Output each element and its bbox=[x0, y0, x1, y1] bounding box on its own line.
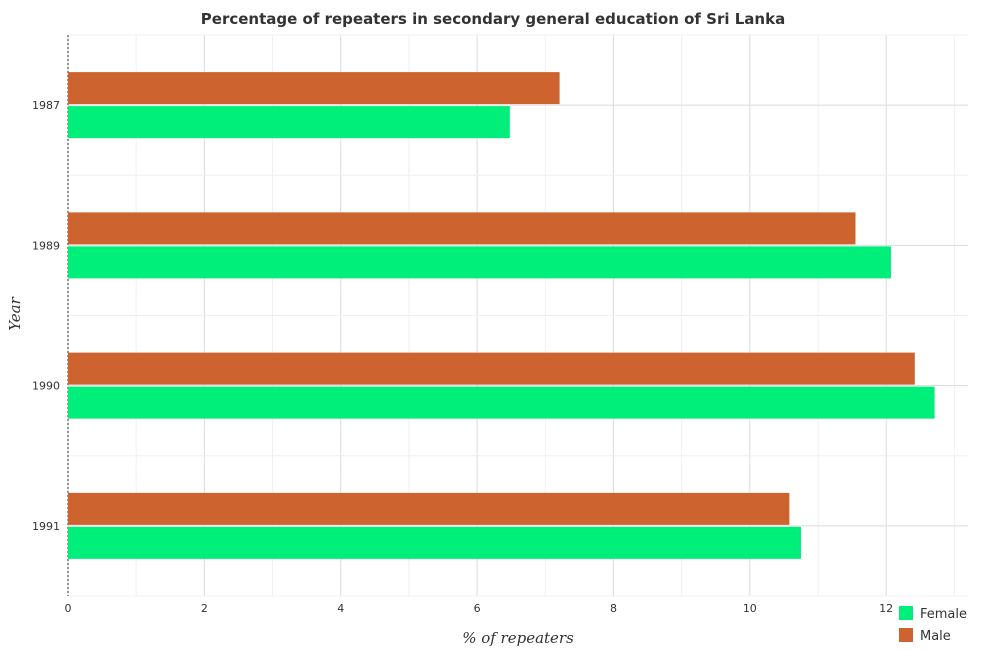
x-tick-label: 0 bbox=[65, 602, 72, 615]
bars bbox=[68, 72, 935, 559]
y-axis-label: Year bbox=[6, 296, 24, 330]
legend: Female Male bbox=[899, 606, 967, 644]
legend-label-male: Male bbox=[920, 629, 951, 644]
y-tick-label: 1989 bbox=[32, 239, 60, 252]
bar-female-1987 bbox=[68, 106, 510, 139]
chart-title: Percentage of repeaters in secondary gen… bbox=[201, 10, 785, 28]
x-tick-label: 4 bbox=[337, 602, 344, 615]
bar-female-1989 bbox=[68, 246, 891, 279]
bar-female-1990 bbox=[68, 386, 935, 419]
bar-male-1990 bbox=[68, 352, 915, 385]
x-tick-label: 6 bbox=[474, 602, 481, 615]
bar-male-1991 bbox=[68, 492, 790, 525]
y-tick-label: 1991 bbox=[32, 520, 60, 533]
x-tick-label: 10 bbox=[743, 602, 757, 615]
y-tick-label: 1987 bbox=[32, 99, 60, 112]
bar-male-1987 bbox=[68, 72, 560, 105]
legend-label-female: Female bbox=[920, 607, 967, 622]
x-axis-label: % of repeaters bbox=[462, 629, 574, 647]
y-tick-label: 1990 bbox=[32, 380, 60, 393]
bar-male-1989 bbox=[68, 212, 856, 245]
x-tick-label: 12 bbox=[879, 602, 893, 615]
y-tick-labels: 1987 1989 1990 1991 bbox=[32, 99, 60, 533]
legend-swatch-male bbox=[899, 628, 913, 642]
x-tick-label: 8 bbox=[610, 602, 617, 615]
x-tick-labels: 0 2 4 6 8 10 12 bbox=[65, 602, 894, 615]
bar-female-1991 bbox=[68, 526, 801, 559]
x-tick-label: 2 bbox=[201, 602, 208, 615]
legend-swatch-female bbox=[899, 606, 913, 620]
